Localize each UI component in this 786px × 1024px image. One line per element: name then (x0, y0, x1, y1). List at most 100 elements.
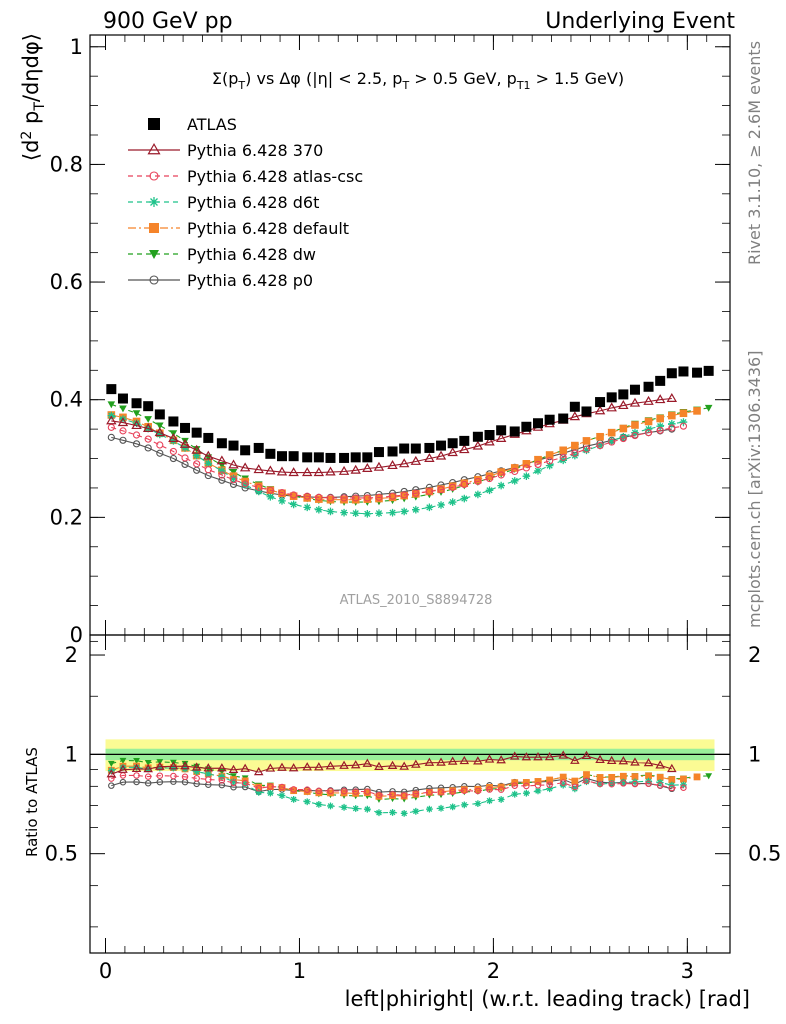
data-point (447, 447, 458, 457)
ratio-frame (89, 634, 731, 954)
ratio-point (255, 783, 263, 791)
data-point (679, 409, 688, 418)
data-point (571, 451, 579, 460)
data-point (474, 477, 482, 486)
data-point (303, 503, 312, 512)
data-point (326, 507, 335, 516)
data-point (107, 433, 115, 441)
series-line (111, 425, 684, 499)
ratio-point (583, 777, 590, 785)
data-point (106, 384, 117, 395)
data-point (266, 486, 274, 494)
ratio-point (619, 772, 627, 780)
legend-marker (149, 250, 159, 259)
ratio-point (618, 756, 629, 765)
data-point (534, 460, 542, 469)
data-point (218, 467, 226, 475)
data-point (154, 409, 165, 420)
y-tick-label: 0 (70, 623, 83, 647)
data-point (631, 421, 639, 429)
data-point (203, 432, 214, 443)
ratio-point (412, 790, 420, 798)
ratio-point (570, 755, 580, 764)
data-point (169, 454, 177, 463)
ratio-point (266, 789, 274, 797)
data-point (339, 452, 350, 463)
legend-marker (149, 197, 159, 207)
ratio-point (461, 787, 468, 795)
legend-marker (148, 118, 160, 130)
legend-label: Pythia 6.428 atlas-csc (187, 167, 363, 186)
data-point (351, 495, 360, 504)
ratio-point (156, 764, 164, 772)
data-point (192, 446, 201, 453)
ratio-series-line (111, 754, 672, 775)
y-tick-label: 1 (70, 35, 83, 59)
data-point (618, 389, 629, 400)
x-tick-label: 2 (487, 959, 500, 983)
ratio-point (133, 778, 140, 786)
ratio-point (571, 785, 579, 793)
data-point (168, 416, 179, 427)
legend: ATLAS Pythia 6.428 370 Pythia 6.428 atlas-… (128, 115, 363, 290)
ratio-point (144, 779, 152, 787)
ratio-point (168, 761, 179, 770)
ratio-point (255, 784, 262, 792)
data-point (277, 451, 287, 462)
legend-label: Pythia 6.428 dw (187, 245, 316, 264)
data-point (119, 405, 127, 413)
ratio-point (412, 807, 420, 815)
ratio-point (437, 788, 445, 796)
ratio-point (424, 757, 435, 766)
ratio-point (436, 757, 446, 766)
ratio-point (571, 777, 579, 785)
ratio-point (228, 764, 239, 773)
ratio-point (240, 763, 250, 772)
ratio-point (278, 783, 286, 791)
data-point (351, 509, 360, 518)
ratio-point (705, 773, 713, 780)
ratio-point (290, 787, 298, 795)
data-point (315, 505, 323, 514)
ratio-point (203, 763, 214, 772)
data-point (437, 501, 445, 509)
x-axis-label: left|phiright| (w.r.t. leading track) [r… (345, 987, 750, 1012)
data-point (181, 437, 189, 445)
data-point (216, 455, 228, 465)
ratio-point (459, 755, 470, 765)
ratio-point (534, 787, 542, 795)
data-point (412, 489, 420, 497)
data-point (301, 467, 313, 477)
data-point (315, 495, 323, 503)
legend-marker (147, 143, 161, 155)
ratio-point (375, 791, 383, 799)
data-point (679, 418, 688, 426)
data-point (192, 451, 201, 460)
data-point (495, 432, 507, 442)
data-point (534, 455, 542, 464)
ratio-point (449, 788, 456, 796)
ratio-point (668, 784, 676, 792)
ratio-point (473, 756, 483, 765)
data-point (340, 494, 348, 502)
ratio-point (107, 760, 115, 767)
ratio-point (230, 779, 237, 787)
ratio-point (387, 760, 398, 769)
ratio-point (583, 771, 590, 778)
ratio-point (170, 772, 177, 780)
ratio-point (411, 759, 421, 768)
legend-label: Pythia 6.428 p0 (187, 271, 313, 290)
data-point (619, 432, 628, 441)
y-tick-label: 0.2 (50, 505, 83, 529)
legend-entry-2: Pythia 6.428 atlas-csc (128, 167, 363, 186)
ratio-point (118, 764, 128, 773)
main-panel: 0 0.2 0.4 0.6 0.8 1 (50, 34, 731, 647)
ratio-point (447, 756, 458, 765)
data-point (255, 483, 263, 491)
data-point (117, 393, 128, 404)
legend-label: Pythia 6.428 default (187, 219, 349, 238)
data-point (398, 458, 410, 468)
ratio-point (290, 795, 298, 803)
ratio-point (340, 803, 348, 811)
ratio-point (606, 755, 617, 765)
